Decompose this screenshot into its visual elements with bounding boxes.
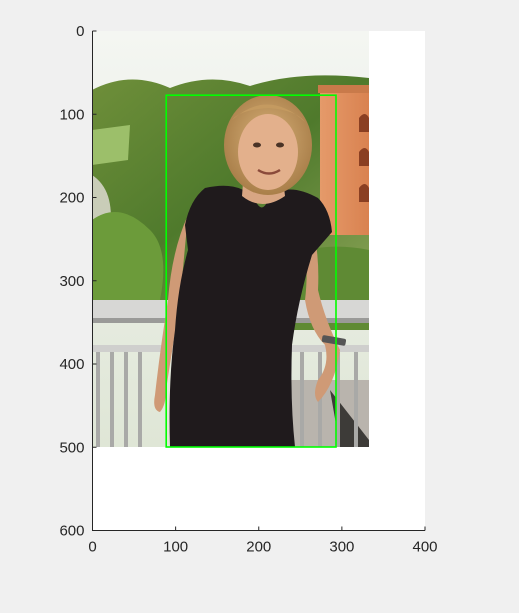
x-tick-label: 0 (88, 539, 96, 556)
photo-image (92, 31, 369, 447)
person (154, 95, 347, 447)
y-tick-label: 600 (59, 523, 84, 540)
bounding-box (165, 94, 337, 448)
y-ticks: 0 100 200 300 400 500 600 (59, 23, 97, 540)
x-tick-label: 200 (246, 539, 271, 556)
y-tick-label: 100 (59, 106, 84, 123)
x-tick-label: 400 (412, 539, 437, 556)
y-tick-label: 200 (59, 190, 84, 207)
y-tick-label: 500 (59, 439, 84, 456)
x-ticks: 0 100 200 300 400 (88, 526, 438, 556)
y-tick-label: 400 (59, 356, 84, 373)
x-tick-label: 100 (163, 539, 188, 556)
y-tick-label: 300 (59, 273, 84, 290)
y-tick-label: 0 (76, 23, 84, 40)
x-tick-label: 300 (329, 539, 354, 556)
